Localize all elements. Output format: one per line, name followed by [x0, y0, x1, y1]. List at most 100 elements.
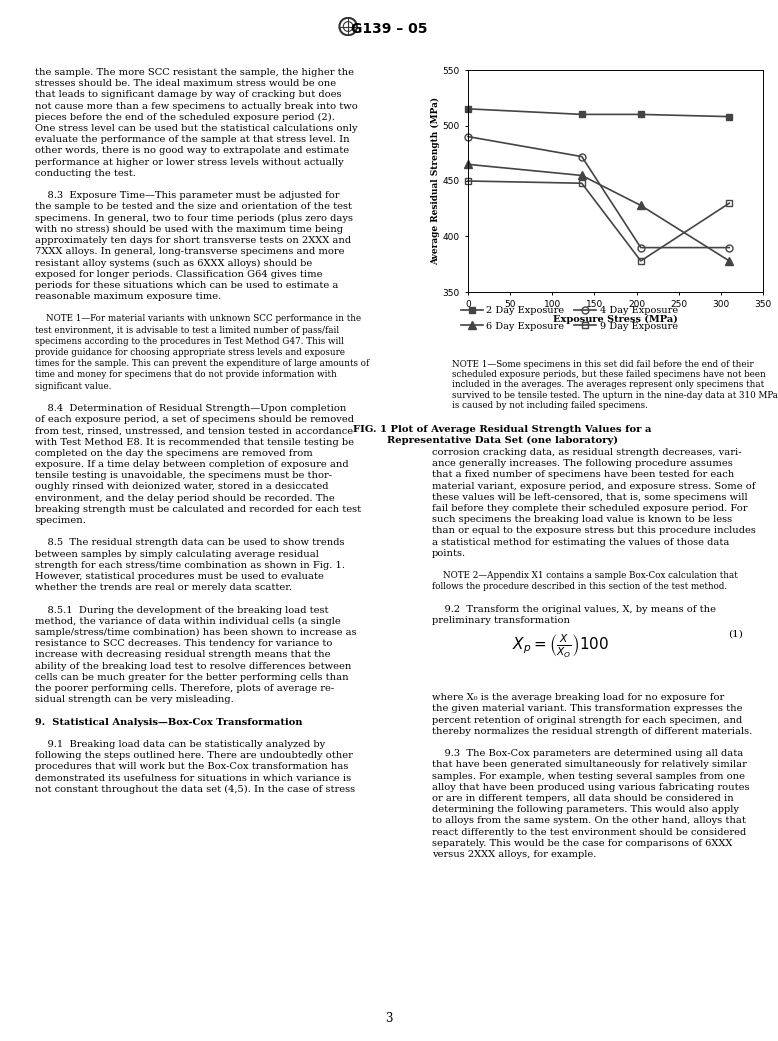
- Line: 6 Day Exposure: 6 Day Exposure: [464, 160, 734, 265]
- Text: exposed for longer periods. Classification G64 gives time: exposed for longer periods. Classificati…: [35, 270, 323, 279]
- Text: 3: 3: [385, 1012, 393, 1024]
- Text: NOTE 2—Appendix X1 contains a sample Box-Cox calculation that: NOTE 2—Appendix X1 contains a sample Box…: [432, 572, 738, 580]
- Text: alloy that have been produced using various fabricating routes: alloy that have been produced using vari…: [432, 783, 749, 792]
- Text: to alloys from the same system. On the other hand, alloys that: to alloys from the same system. On the o…: [432, 816, 745, 826]
- Text: ance generally increases. The following procedure assumes: ance generally increases. The following …: [432, 459, 733, 468]
- 2 Day Exposure: [464, 103, 473, 116]
- Text: cells can be much greater for the better performing cells than: cells can be much greater for the better…: [35, 672, 349, 682]
- 9 Day Exposure: [577, 177, 587, 189]
- Text: separately. This would be the case for comparisons of 6XXX: separately. This would be the case for c…: [432, 839, 732, 847]
- Text: approximately ten days for short transverse tests on 2XXX and: approximately ten days for short transve…: [35, 236, 351, 245]
- Text: One stress level can be used but the statistical calculations only: One stress level can be used but the sta…: [35, 124, 358, 133]
- Text: 9.  Statistical Analysis—Box-Cox Transformation: 9. Statistical Analysis—Box-Cox Transfor…: [35, 717, 303, 727]
- Text: the sample to be tested and the size and orientation of the test: the sample to be tested and the size and…: [35, 202, 352, 211]
- Text: significant value.: significant value.: [35, 382, 111, 390]
- Text: environment, and the delay period should be recorded. The: environment, and the delay period should…: [35, 493, 335, 503]
- Text: the poorer performing cells. Therefore, plots of average re-: the poorer performing cells. Therefore, …: [35, 684, 335, 693]
- Text: conducting the test.: conducting the test.: [35, 169, 136, 178]
- Text: resistant alloy systems (such as 6XXX alloys) should be: resistant alloy systems (such as 6XXX al…: [35, 258, 312, 268]
- Text: from test, rinsed, unstressed, and tension tested in accordance: from test, rinsed, unstressed, and tensi…: [35, 427, 353, 435]
- Text: performance at higher or lower stress levels without actually: performance at higher or lower stress le…: [35, 157, 344, 167]
- Text: completed on the day the specimens are removed from: completed on the day the specimens are r…: [35, 449, 313, 458]
- Text: a statistical method for estimating the values of those data: a statistical method for estimating the …: [432, 537, 729, 547]
- Text: such specimens the breaking load value is known to be less: such specimens the breaking load value i…: [432, 515, 732, 525]
- 9 Day Exposure: [636, 255, 646, 268]
- Text: pieces before the end of the scheduled exposure period (2).: pieces before the end of the scheduled e…: [35, 112, 335, 122]
- 4 Day Exposure: [577, 150, 587, 162]
- Text: where X₀ is the average breaking load for no exposure for: where X₀ is the average breaking load fo…: [432, 693, 724, 703]
- Text: corrosion cracking data, as residual strength decreases, vari-: corrosion cracking data, as residual str…: [432, 448, 741, 457]
- Text: reasonable maximum exposure time.: reasonable maximum exposure time.: [35, 291, 221, 301]
- 9 Day Exposure: [464, 175, 473, 187]
- 2 Day Exposure: [724, 110, 734, 123]
- Text: 9.3  The Box-Cox parameters are determined using all data: 9.3 The Box-Cox parameters are determine…: [432, 750, 743, 758]
- Text: specimen.: specimen.: [35, 516, 86, 525]
- Y-axis label: Average Residual Strength (MPa): Average Residual Strength (MPa): [430, 97, 440, 265]
- Text: the given material variant. This transformation expresses the: the given material variant. This transfo…: [432, 705, 742, 713]
- Text: the sample. The more SCC resistant the sample, the higher the: the sample. The more SCC resistant the s…: [35, 68, 354, 77]
- Text: 7XXX alloys. In general, long-transverse specimens and more: 7XXX alloys. In general, long-transverse…: [35, 247, 345, 256]
- Text: NOTE 1—Some specimens in this set did fail before the end of their
scheduled exp: NOTE 1—Some specimens in this set did fa…: [453, 359, 778, 410]
- 6 Day Exposure: [577, 170, 587, 182]
- Text: follows the procedure described in this section of the test method.: follows the procedure described in this …: [432, 582, 727, 591]
- Text: percent retention of original strength for each specimen, and: percent retention of original strength f…: [432, 715, 742, 725]
- Text: with Test Method E8. It is recommended that tensile testing be: with Test Method E8. It is recommended t…: [35, 437, 354, 447]
- Text: FIG. 1 Plot of Average Residual Strength Values for a
Representative Data Set (o: FIG. 1 Plot of Average Residual Strength…: [353, 425, 651, 445]
- Text: not constant throughout the data set (4,5). In the case of stress: not constant throughout the data set (4,…: [35, 785, 355, 794]
- Text: increase with decreasing residual strength means that the: increase with decreasing residual streng…: [35, 651, 331, 659]
- Text: procedures that will work but the Box-Cox transformation has: procedures that will work but the Box-Co…: [35, 762, 349, 771]
- Text: 9.2  Transform the original values, X, by means of the: 9.2 Transform the original values, X, by…: [432, 605, 716, 614]
- Text: method, the variance of data within individual cells (a single: method, the variance of data within indi…: [35, 617, 341, 626]
- Text: thereby normalizes the residual strength of different materials.: thereby normalizes the residual strength…: [432, 727, 752, 736]
- Text: than or equal to the exposure stress but this procedure includes: than or equal to the exposure stress but…: [432, 527, 755, 535]
- 9 Day Exposure: [724, 197, 734, 209]
- Text: periods for these situations which can be used to estimate a: periods for these situations which can b…: [35, 281, 338, 289]
- Text: fail before they complete their scheduled exposure period. For: fail before they complete their schedule…: [432, 504, 748, 513]
- Text: oughly rinsed with deionized water, stored in a desiccated: oughly rinsed with deionized water, stor…: [35, 482, 328, 491]
- Text: provide guidance for choosing appropriate stress levels and exposure: provide guidance for choosing appropriat…: [35, 348, 345, 357]
- Line: 4 Day Exposure: 4 Day Exposure: [464, 133, 733, 251]
- Text: $X_p = \left(\frac{X}{X_O}\right)100$: $X_p = \left(\frac{X}{X_O}\right)100$: [511, 633, 609, 660]
- Text: these values will be left-censored, that is, some specimens will: these values will be left-censored, that…: [432, 492, 748, 502]
- X-axis label: Exposure Stress (MPa): Exposure Stress (MPa): [553, 314, 678, 324]
- Text: following the steps outlined here. There are undoubtedly other: following the steps outlined here. There…: [35, 752, 353, 760]
- 4 Day Exposure: [464, 130, 473, 143]
- Text: sample/stress/time combination) has been shown to increase as: sample/stress/time combination) has been…: [35, 628, 356, 637]
- Text: 8.3  Exposure Time—This parameter must be adjusted for: 8.3 Exposure Time—This parameter must be…: [35, 192, 339, 200]
- 4 Day Exposure: [724, 242, 734, 254]
- 6 Day Exposure: [724, 255, 734, 268]
- Text: that leads to significant damage by way of cracking but does: that leads to significant damage by way …: [35, 91, 342, 99]
- 4 Day Exposure: [636, 242, 646, 254]
- Line: 2 Day Exposure: 2 Day Exposure: [464, 105, 733, 120]
- Text: strength for each stress/time combination as shown in Fig. 1.: strength for each stress/time combinatio…: [35, 561, 345, 569]
- 2 Day Exposure: [636, 108, 646, 121]
- Line: 9 Day Exposure: 9 Day Exposure: [464, 178, 733, 264]
- Text: G139 – 05: G139 – 05: [351, 22, 427, 35]
- Legend: 2 Day Exposure, 6 Day Exposure, 4 Day Exposure, 9 Day Exposure: 2 Day Exposure, 6 Day Exposure, 4 Day Ex…: [457, 302, 682, 335]
- Text: NOTE 1—For material variants with unknown SCC performance in the: NOTE 1—For material variants with unknow…: [35, 314, 361, 324]
- Text: evaluate the performance of the sample at that stress level. In: evaluate the performance of the sample a…: [35, 135, 349, 145]
- Text: ability of the breaking load test to resolve differences between: ability of the breaking load test to res…: [35, 662, 352, 670]
- Text: 8.5.1  During the development of the breaking load test: 8.5.1 During the development of the brea…: [35, 606, 328, 614]
- Text: 8.4  Determination of Residual Strength—Upon completion: 8.4 Determination of Residual Strength—U…: [35, 404, 346, 413]
- Text: specimens. In general, two to four time periods (plus zero days: specimens. In general, two to four time …: [35, 213, 353, 223]
- 2 Day Exposure: [577, 108, 587, 121]
- Text: with no stress) should be used with the maximum time being: with no stress) should be used with the …: [35, 225, 343, 234]
- Text: that have been generated simultaneously for relatively similar: that have been generated simultaneously …: [432, 760, 747, 769]
- Text: that a fixed number of specimens have been tested for each: that a fixed number of specimens have be…: [432, 471, 734, 480]
- Text: 8.5  The residual strength data can be used to show trends: 8.5 The residual strength data can be us…: [35, 538, 345, 548]
- Text: react differently to the test environment should be considered: react differently to the test environmen…: [432, 828, 746, 837]
- 6 Day Exposure: [464, 158, 473, 171]
- Text: of each exposure period, a set of specimens should be removed: of each exposure period, a set of specim…: [35, 415, 354, 424]
- Text: times for the sample. This can prevent the expenditure of large amounts of: times for the sample. This can prevent t…: [35, 359, 370, 369]
- Text: between samples by simply calculating average residual: between samples by simply calculating av…: [35, 550, 319, 559]
- Text: resistance to SCC decreases. This tendency for variance to: resistance to SCC decreases. This tenden…: [35, 639, 332, 649]
- Text: material variant, exposure period, and exposure stress. Some of: material variant, exposure period, and e…: [432, 482, 755, 490]
- Text: samples. For example, when testing several samples from one: samples. For example, when testing sever…: [432, 771, 745, 781]
- Text: points.: points.: [432, 549, 466, 558]
- Text: whether the trends are real or merely data scatter.: whether the trends are real or merely da…: [35, 583, 292, 592]
- Text: time and money for specimens that do not provide information with: time and money for specimens that do not…: [35, 371, 337, 379]
- Text: or are in different tempers, all data should be considered in: or are in different tempers, all data sh…: [432, 794, 734, 803]
- Text: sidual strength can be very misleading.: sidual strength can be very misleading.: [35, 695, 233, 704]
- Text: 9.1  Breaking load data can be statistically analyzed by: 9.1 Breaking load data can be statistica…: [35, 740, 325, 750]
